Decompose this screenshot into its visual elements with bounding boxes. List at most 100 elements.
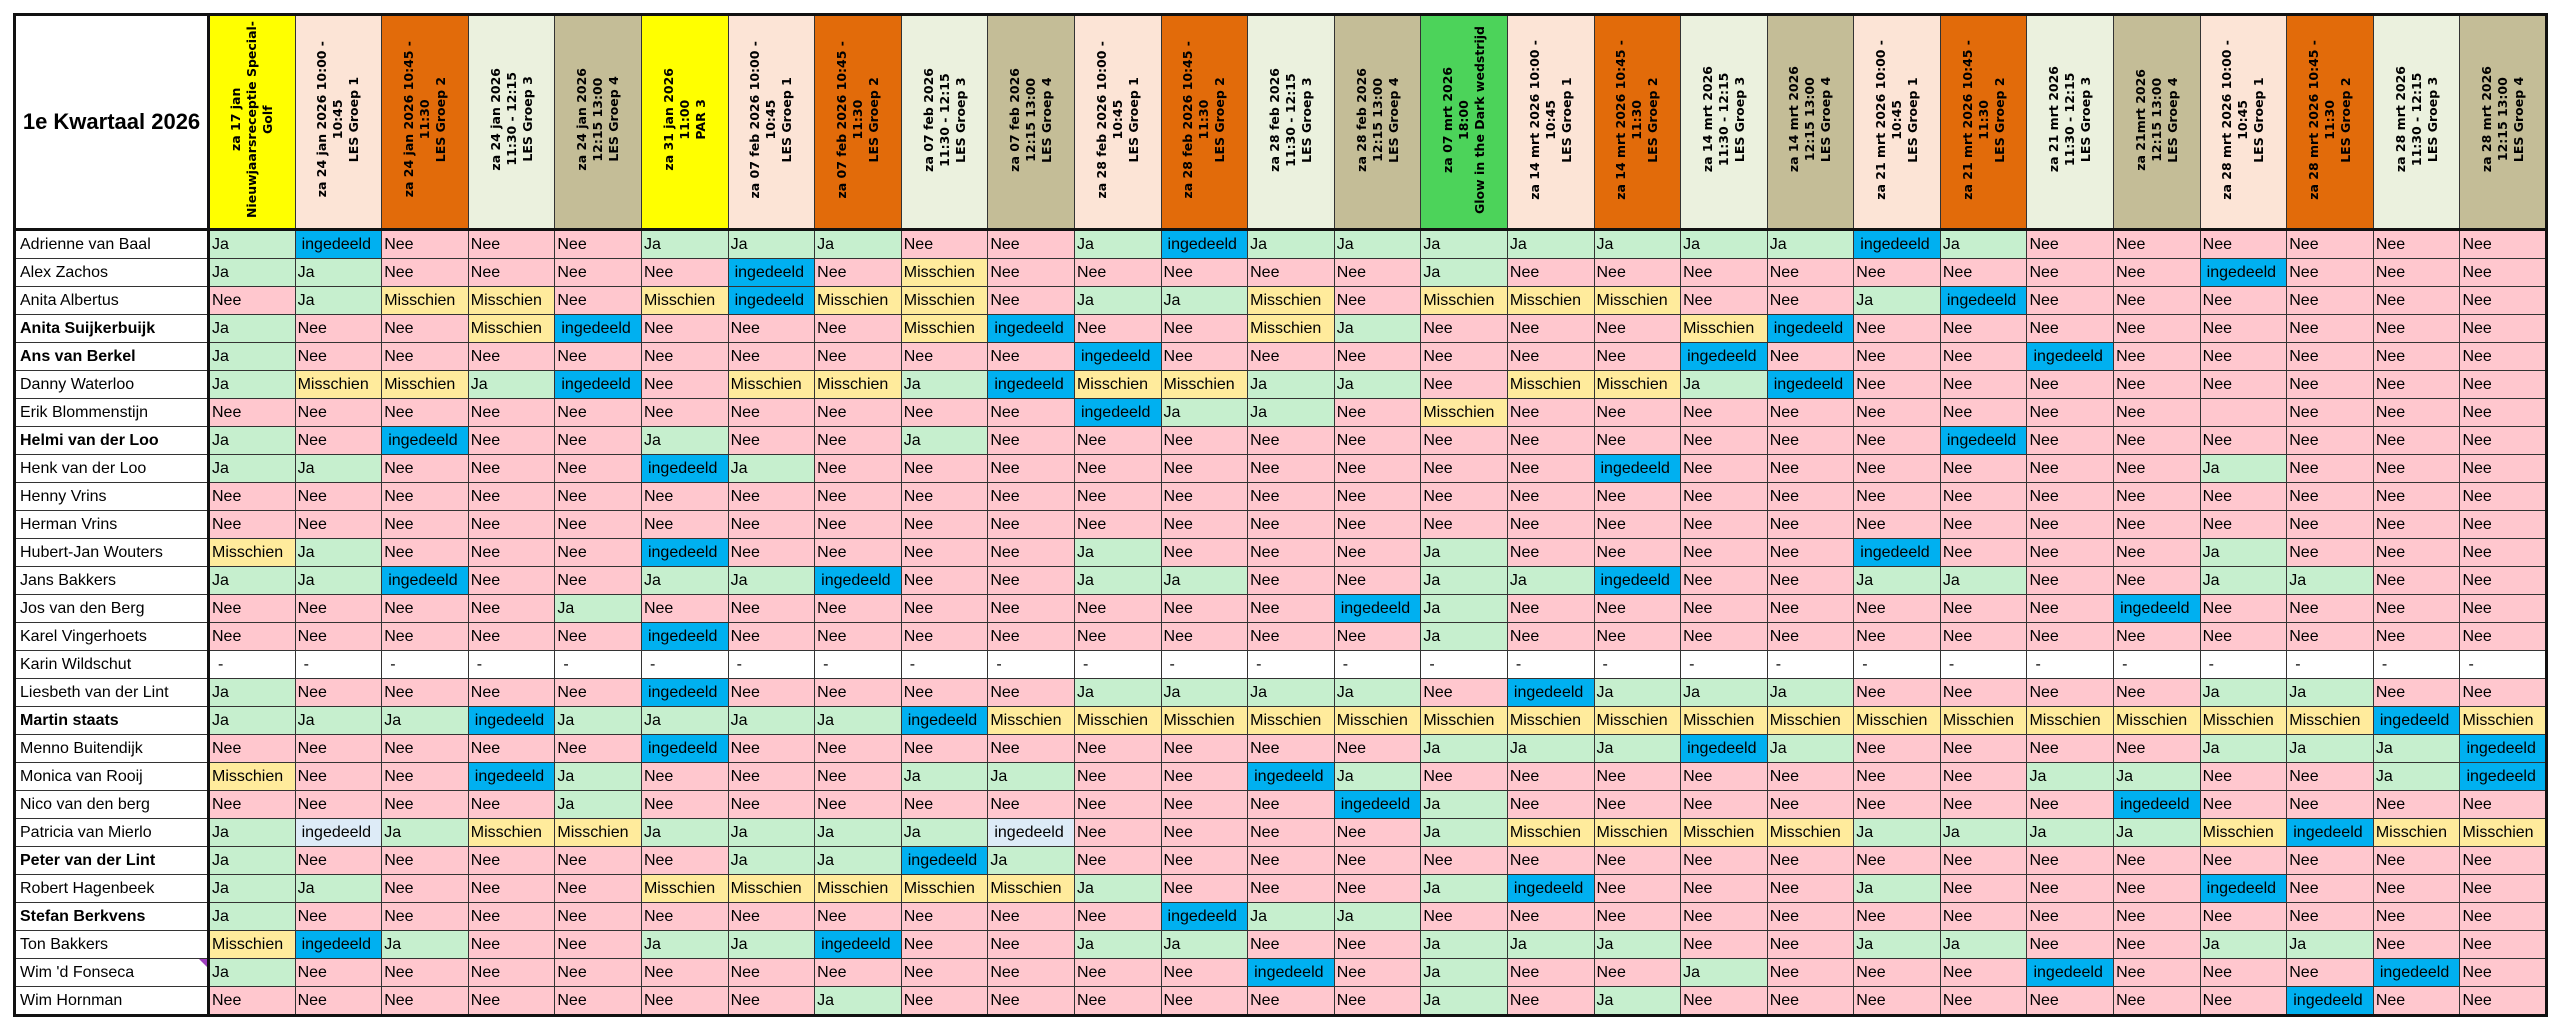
availability-cell-nee[interactable]: Nee <box>640 314 729 343</box>
availability-cell-nee[interactable]: Nee <box>1680 902 1768 931</box>
availability-cell-nee[interactable]: Nee <box>814 678 902 707</box>
availability-cell-nee[interactable]: Nee <box>640 342 729 371</box>
availability-cell-misschien[interactable]: Misschien <box>1333 706 1422 735</box>
availability-cell-nee[interactable]: Nee <box>2026 846 2115 875</box>
availability-cell-ja[interactable]: Ja <box>640 818 729 847</box>
availability-cell-nee[interactable]: Nee <box>1073 622 1162 651</box>
availability-cell-ingedeeld[interactable]: ingedeeld <box>2026 342 2115 371</box>
availability-cell-nee[interactable]: Nee <box>1939 258 2028 287</box>
availability-cell-ja[interactable]: Ja <box>554 594 642 623</box>
availability-cell-ingedeeld[interactable]: ingedeeld <box>987 818 1075 847</box>
availability-cell-nee[interactable]: Nee <box>2372 986 2461 1016</box>
availability-cell-nee[interactable]: Nee <box>208 398 296 427</box>
availability-cell-nee[interactable]: Nee <box>1680 398 1768 427</box>
availability-cell-dash[interactable]: - <box>1160 650 1249 679</box>
availability-cell-dash[interactable]: - <box>1247 650 1335 679</box>
availability-cell-nee[interactable]: Nee <box>208 790 296 819</box>
availability-cell-nee[interactable]: Nee <box>2026 398 2115 427</box>
availability-cell-nee[interactable]: Nee <box>294 902 383 931</box>
availability-cell-nee[interactable]: Nee <box>1593 398 1682 427</box>
availability-cell-ja[interactable]: Ja <box>1939 229 2028 259</box>
availability-cell-nee[interactable]: Nee <box>1420 678 1508 707</box>
availability-cell-nee[interactable]: Nee <box>381 986 469 1016</box>
availability-cell-nee[interactable]: Nee <box>1939 342 2028 371</box>
availability-cell-ja[interactable]: Ja <box>640 426 729 455</box>
availability-cell-ingedeeld[interactable]: ingedeeld <box>814 566 902 595</box>
availability-cell-nee[interactable]: Nee <box>1506 902 1595 931</box>
availability-cell-nee[interactable]: Nee <box>467 678 556 707</box>
availability-cell-nee[interactable]: Nee <box>1073 482 1162 511</box>
availability-cell-nee[interactable]: Nee <box>467 734 556 763</box>
availability-cell-ja[interactable]: Ja <box>727 930 816 959</box>
availability-cell-ja[interactable]: Ja <box>2286 566 2374 595</box>
availability-cell-nee[interactable]: Nee <box>1853 678 1941 707</box>
availability-cell-nee[interactable]: Nee <box>2459 986 2548 1016</box>
availability-cell-nee[interactable]: Nee <box>987 986 1075 1016</box>
availability-cell-ingedeeld[interactable]: ingedeeld <box>2459 734 2548 763</box>
availability-cell-nee[interactable]: Nee <box>1160 538 1249 567</box>
availability-cell-nee[interactable]: Nee <box>1073 902 1162 931</box>
availability-cell-nee[interactable]: Nee <box>1333 342 1422 371</box>
availability-cell-nee[interactable]: Nee <box>1853 790 1941 819</box>
availability-cell-nee[interactable]: Nee <box>1073 986 1162 1016</box>
availability-cell-nee[interactable]: Nee <box>2026 902 2115 931</box>
availability-cell-nee[interactable]: Nee <box>1160 342 1249 371</box>
availability-cell-ingedeeld[interactable]: ingedeeld <box>1593 454 1682 483</box>
availability-cell-nee[interactable]: Nee <box>2459 342 2548 371</box>
availability-cell-ja[interactable]: Ja <box>1247 229 1335 259</box>
availability-cell-ja[interactable]: Ja <box>208 314 296 343</box>
availability-cell-ja[interactable]: Ja <box>554 706 642 735</box>
availability-cell-nee[interactable]: Nee <box>467 986 556 1016</box>
availability-cell-nee[interactable]: Nee <box>2026 678 2115 707</box>
availability-cell-nee[interactable]: Nee <box>640 594 729 623</box>
availability-cell-nee[interactable]: Nee <box>2372 258 2461 287</box>
availability-cell-nee[interactable]: Nee <box>2113 734 2201 763</box>
availability-cell-nee[interactable]: Nee <box>2026 622 2115 651</box>
availability-cell-nee[interactable]: Nee <box>2113 370 2201 399</box>
column-header-groep2[interactable]: za 14 mrt 2026 10:45 - 11:30 LES Groep 2 <box>1593 14 1682 230</box>
availability-cell-misschien[interactable]: Misschien <box>987 706 1075 735</box>
availability-cell-nee[interactable]: Nee <box>900 958 989 987</box>
availability-cell-dash[interactable]: - <box>1420 650 1508 679</box>
availability-cell-misschien[interactable]: Misschien <box>1593 370 1682 399</box>
availability-cell-nee[interactable]: Nee <box>1420 902 1508 931</box>
availability-cell-misschien[interactable]: Misschien <box>900 258 989 287</box>
availability-cell-nee[interactable]: Nee <box>1073 790 1162 819</box>
availability-cell-ja[interactable]: Ja <box>900 370 989 399</box>
availability-cell-ingedeeld[interactable]: ingedeeld <box>1939 286 2028 315</box>
availability-cell-nee[interactable]: Nee <box>900 482 989 511</box>
availability-cell-nee[interactable]: Nee <box>1247 594 1335 623</box>
member-name-cell[interactable]: Henk van der Loo <box>14 454 210 483</box>
column-header-groep1[interactable]: za 21 mrt 2026 10:00 - 10:45 LES Groep 1 <box>1853 14 1941 230</box>
availability-cell-nee[interactable]: Nee <box>2372 902 2461 931</box>
availability-cell-ja[interactable]: Ja <box>900 426 989 455</box>
availability-cell-nee[interactable]: Nee <box>987 958 1075 987</box>
availability-cell-ingedeeld[interactable]: ingedeeld <box>1247 958 1335 987</box>
availability-cell-nee[interactable]: Nee <box>1160 762 1249 791</box>
availability-cell-ja[interactable]: Ja <box>2199 566 2288 595</box>
availability-cell-nee[interactable]: Nee <box>294 314 383 343</box>
availability-cell-nee[interactable]: Nee <box>294 398 383 427</box>
availability-cell-ja[interactable]: Ja <box>1073 229 1162 259</box>
availability-cell-ja[interactable]: Ja <box>381 930 469 959</box>
member-name-cell[interactable]: Erik Blommenstijn <box>14 398 210 427</box>
availability-cell-ingedeeld[interactable]: ingedeeld <box>1593 566 1682 595</box>
availability-cell-nee[interactable]: Nee <box>2286 902 2374 931</box>
availability-cell-nee[interactable]: Nee <box>987 482 1075 511</box>
availability-cell-nee[interactable]: Nee <box>640 258 729 287</box>
availability-cell-misschien[interactable]: Misschien <box>640 874 729 903</box>
availability-cell-nee[interactable]: Nee <box>2459 538 2548 567</box>
availability-cell-nee[interactable]: Nee <box>1593 258 1682 287</box>
availability-cell-misschien[interactable]: Misschien <box>1939 706 2028 735</box>
availability-cell-nee[interactable]: Nee <box>814 790 902 819</box>
availability-cell-nee[interactable]: Nee <box>1506 510 1595 539</box>
availability-cell-ja[interactable]: Ja <box>1073 874 1162 903</box>
availability-cell-nee[interactable]: Nee <box>2113 846 2201 875</box>
availability-cell-nee[interactable]: Nee <box>1160 790 1249 819</box>
availability-cell-nee[interactable]: Nee <box>2372 482 2461 511</box>
availability-cell-nee[interactable]: Nee <box>467 790 556 819</box>
availability-cell-nee[interactable]: Nee <box>2113 902 2201 931</box>
availability-cell-nee[interactable]: Nee <box>2459 930 2548 959</box>
availability-cell-ja[interactable]: Ja <box>1593 229 1682 259</box>
availability-cell-nee[interactable]: Nee <box>2113 874 2201 903</box>
